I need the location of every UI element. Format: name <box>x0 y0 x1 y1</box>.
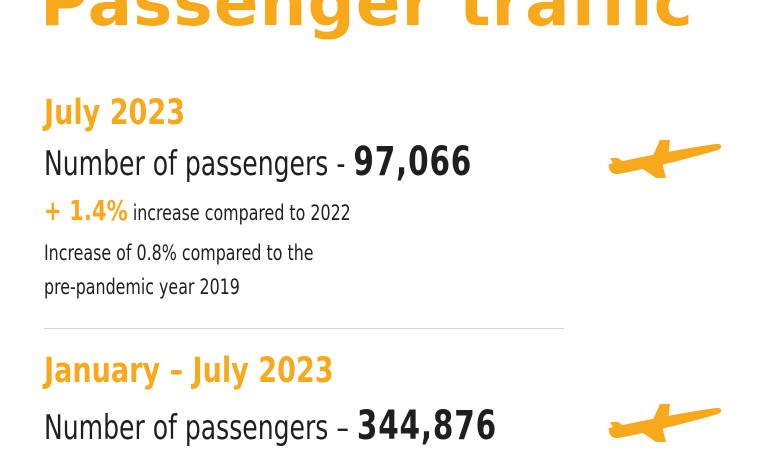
passenger-count-label: Number of passengers - <box>44 144 354 184</box>
passenger-count: Number of passengers – 344,876 <box>44 406 497 446</box>
passenger-count-value: 344,876 <box>356 403 497 449</box>
growth-text: increase compared to 2022 <box>127 201 351 225</box>
comparison-note-line-2: pre-pandemic year 2019 <box>44 275 240 299</box>
period-heading: July 2023 <box>44 93 186 133</box>
period-heading: January – July 2023 <box>44 351 334 391</box>
page-title: Passenger traffic <box>40 0 694 41</box>
growth-line: + 1.4% increase compared to 2022 <box>44 197 351 225</box>
passenger-count: Number of passengers - 97,066 <box>44 142 472 182</box>
section-divider <box>44 328 564 329</box>
passenger-count-value: 97,066 <box>353 139 473 185</box>
airplane-icon <box>608 140 722 178</box>
airplane-icon <box>608 404 722 442</box>
growth-percent: + 1.4% <box>44 194 128 227</box>
comparison-note-line-1: Increase of 0.8% compared to the <box>44 241 314 265</box>
passenger-count-label: Number of passengers – <box>44 408 357 448</box>
